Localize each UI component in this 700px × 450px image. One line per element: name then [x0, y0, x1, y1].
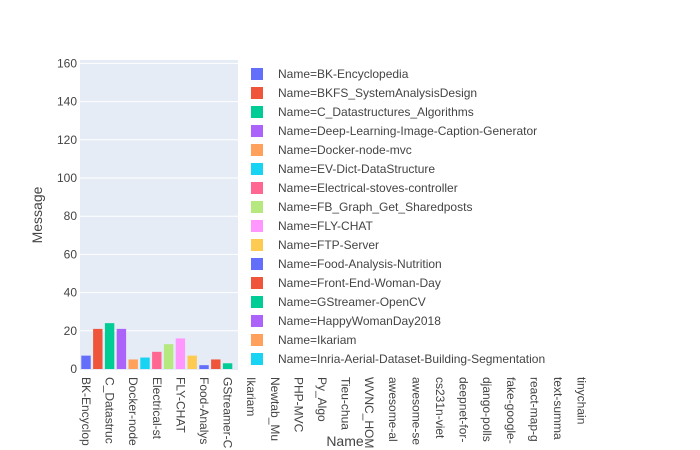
y-tick-label: 100: [57, 171, 77, 185]
legend-swatch: [251, 125, 263, 137]
x-tick-label: Food-Analys: [197, 377, 211, 444]
legend-swatch: [251, 182, 263, 194]
x-tick-label: Newtab_Mu: [268, 377, 282, 441]
x-tick-label: PHP-MVC: [291, 377, 305, 433]
legend-label: Name=GStreamer-OpenCV: [278, 295, 426, 309]
legend-label: Name=Inria-Aerial-Dataset-Building-Segme…: [278, 352, 545, 366]
x-tick-label: GStreamer-C: [221, 377, 235, 449]
bar: [211, 359, 221, 369]
y-tick-label: 60: [64, 247, 78, 261]
legend-swatch: [251, 315, 263, 327]
x-tick-label: text-summa: [551, 377, 565, 440]
bar: [81, 355, 91, 369]
y-tick-label: 0: [70, 362, 77, 376]
x-tick-label: react-map-g: [527, 377, 541, 442]
legend-label: Name=Docker-node-mvc: [278, 143, 412, 157]
plot-background: [80, 60, 238, 370]
bar: [222, 363, 233, 369]
y-tick-label: 120: [57, 133, 77, 147]
bar: [152, 351, 162, 369]
bar: [175, 338, 186, 369]
x-tick-label: cs231n-viet: [433, 377, 447, 439]
legend-label: Name=Food-Analysis-Nutrition: [278, 257, 442, 271]
x-tick-label: WVNC_HOM: [362, 377, 376, 448]
legend-label: Name=C_Datastructures_Algorithms: [278, 105, 474, 119]
legend-swatch: [251, 106, 263, 118]
bar: [93, 328, 103, 369]
y-tick-label: 20: [64, 324, 78, 338]
legend-label: Name=BK-Encyclopedia: [278, 67, 409, 81]
legend-label: Name=FTP-Server: [278, 238, 379, 252]
y-tick-label: 160: [57, 56, 77, 70]
legend-swatch: [251, 239, 263, 251]
y-tick-label: 40: [64, 286, 78, 300]
bar: [128, 359, 138, 369]
legend-swatch: [251, 68, 263, 80]
y-tick-label: 140: [57, 95, 77, 109]
legend-swatch: [251, 163, 263, 175]
legend-label: Name=FLY-CHAT: [278, 219, 373, 233]
legend-swatch: [251, 353, 263, 365]
x-tick-label: Ikariam: [244, 377, 258, 416]
legend-label: Name=Front-End-Woman-Day: [278, 276, 441, 290]
legend-label: Name=Electrical-stoves-controller: [278, 181, 458, 195]
x-tick-label: awesome-al: [386, 377, 400, 442]
legend-label: Name=BKFS_SystemAnalysisDesign: [278, 86, 477, 100]
x-tick-label: awesome-se: [409, 377, 423, 445]
x-axis-ticks: BK-Encyclop C_Datastruc Docker-node Electri…: [79, 377, 589, 449]
legend-swatch: [251, 220, 263, 232]
x-axis-title: Name: [326, 433, 364, 449]
bar: [116, 328, 127, 369]
x-tick-label: BK-Encyclop: [79, 377, 93, 446]
x-tick-label: C_Datastruc: [103, 377, 117, 444]
bar: [199, 365, 209, 369]
y-tick-label: 80: [64, 209, 78, 223]
legend-swatch: [251, 201, 263, 213]
gridlines: [80, 62, 238, 332]
x-tick-label: django-polls: [480, 377, 494, 442]
x-tick-label: deepnet-for-: [457, 377, 471, 442]
bar: [140, 357, 150, 369]
legend-label: Name=EV-Dict-DataStructure: [278, 162, 435, 176]
x-tick-label: tinychain: [575, 377, 589, 424]
legend-swatch: [251, 334, 263, 346]
x-tick-label: Py_Algo: [315, 377, 329, 422]
legend-label: Name=HappyWomanDay2018: [278, 314, 441, 328]
bar: [104, 323, 115, 369]
legend-swatch: [251, 258, 263, 270]
x-tick-label: FLY-CHAT: [173, 377, 187, 433]
bar: [187, 355, 197, 369]
legend-label: Name=FB_Graph_Get_Sharedposts: [278, 200, 472, 214]
x-tick-label: fake-google-: [504, 377, 518, 444]
x-tick-label: Electrical-st: [150, 377, 164, 440]
legend-label: Name=Ikariam: [278, 333, 356, 347]
y-axis-ticks: 0 20 40 60 80 100 120 140 160: [57, 56, 77, 376]
x-tick-label: Docker-node: [126, 377, 140, 446]
x-tick-label: Tieu-chua: [339, 377, 353, 430]
y-axis-title: Message: [29, 186, 45, 243]
legend-label: Name=Deep-Learning-Image-Caption-Generat…: [278, 124, 537, 138]
bars: [81, 323, 233, 369]
legend-swatch: [251, 277, 263, 289]
legend-swatch: [251, 144, 263, 156]
legend-swatch: [251, 296, 263, 308]
legend: Name=BK-Encyclopedia Name=BKFS_SystemAnal…: [251, 67, 545, 366]
legend-swatch: [251, 87, 263, 99]
bar: [163, 344, 174, 369]
